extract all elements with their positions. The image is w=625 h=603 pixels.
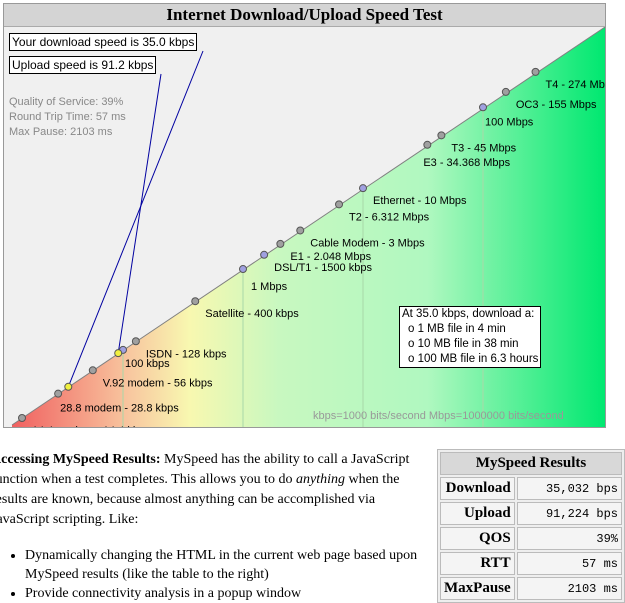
speed-point-label: T4 - 274 Mbps xyxy=(546,79,605,91)
row-key: RTT xyxy=(440,552,515,575)
speed-point xyxy=(131,337,140,346)
results-table: MySpeed Results Download 35,032 bps Uploa… xyxy=(437,449,625,603)
table-row: MaxPause 2103 ms xyxy=(440,577,622,600)
row-value: 91,224 bps xyxy=(516,502,622,525)
speed-point xyxy=(88,366,97,375)
speed-point xyxy=(479,103,487,112)
upload-speed-box: Upload speed is 91.2 kbps xyxy=(9,56,157,74)
stats: Quality of Service: 39% Round Trip Time:… xyxy=(9,95,126,140)
row-key: Upload xyxy=(440,502,515,525)
list-item: Provide connectivity analysis in a popup… xyxy=(25,584,431,603)
download-time-item: o 10 MB file in 38 min xyxy=(408,338,519,350)
speed-point xyxy=(296,226,305,235)
speed-point xyxy=(531,67,540,76)
speed-point-label: E3 - 34.368 Mbps xyxy=(423,157,510,169)
speed-point-label: Ethernet - 10 Mbps xyxy=(373,195,467,207)
speed-point-label: ISDN - 128 kbps xyxy=(146,348,227,360)
row-value: 39% xyxy=(516,527,622,550)
speed-point-label: 1 Mbps xyxy=(251,281,288,293)
download-speed-box: Your download speed is 35.0 kbps xyxy=(9,33,198,51)
download-time-box: At 35.0 kbps, download a: o 1 MB file in… xyxy=(399,306,542,368)
row-value: 35,032 bps xyxy=(516,477,622,500)
description-heading: Accessing MySpeed Results: xyxy=(0,452,161,467)
speed-point-label: Satellite - 400 kbps xyxy=(205,308,299,320)
description-paragraph: Accessing MySpeed Results: MySpeed has t… xyxy=(0,450,431,530)
speed-point-label: V.92 modem - 56 kbps xyxy=(103,377,213,389)
table-row: RTT 57 ms xyxy=(440,552,622,575)
rtt-stat: Round Trip Time: 57 ms xyxy=(9,111,126,123)
row-key: QOS xyxy=(440,527,515,550)
speed-point xyxy=(276,239,285,248)
speed-point-label: 100 Mbps xyxy=(485,116,534,128)
units-note: kbps=1000 bits/second Mbps=1000000 bits/… xyxy=(313,410,564,422)
speed-point-label: T2 - 6.312 Mbps xyxy=(349,211,430,223)
text-part: MySpeed has the ability to call a JavaSc… xyxy=(0,452,410,487)
speed-point xyxy=(239,265,247,274)
table-row: Upload 91,224 bps xyxy=(440,502,622,525)
speed-point-label: 100 kbps xyxy=(125,358,170,370)
speed-point-label: 28.8 modem - 28.8 kbps xyxy=(60,403,179,415)
results-title: MySpeed Results xyxy=(440,452,622,475)
upload-point xyxy=(114,349,123,358)
speed-point xyxy=(359,184,367,193)
speed-point xyxy=(501,87,510,96)
speed-point xyxy=(423,140,432,149)
download-point xyxy=(64,382,73,391)
qos-stat: Quality of Service: 39% xyxy=(9,96,124,108)
download-time-item: o 100 MB file in 6.3 hours xyxy=(408,353,539,365)
speed-point xyxy=(18,413,27,422)
row-value: 2103 ms xyxy=(516,577,622,600)
speed-point xyxy=(335,200,344,209)
speed-point xyxy=(54,389,63,398)
text-emphasis: anything xyxy=(295,472,345,487)
speed-point xyxy=(191,297,200,306)
speed-point-label: 14.4 modem - 14.4 kbps xyxy=(32,425,151,427)
speed-point-label: OC3 - 155 Mbps xyxy=(516,99,597,111)
table-row: QOS 39% xyxy=(440,527,622,550)
speed-point xyxy=(260,250,269,259)
speed-test-chart: 14.4 modem - 14.4 kbps 28.8 modem - 28.8 … xyxy=(3,3,606,428)
max-pause-stat: Max Pause: 2103 ms xyxy=(9,126,113,138)
description: Accessing MySpeed Results: MySpeed has t… xyxy=(0,450,431,603)
row-key: MaxPause xyxy=(440,577,515,600)
chart-title: Internet Download/Upload Speed Test xyxy=(4,4,605,27)
feature-list: Dynamically changing the HTML in the cur… xyxy=(0,546,431,603)
download-time-item: o 1 MB file in 4 min xyxy=(408,323,506,335)
row-key: Download xyxy=(440,477,515,500)
speed-point-label: E1 - 2.048 Mbps xyxy=(290,251,371,263)
speed-point-label: DSL/T1 - 1500 kbps xyxy=(274,262,372,274)
table-row: Download 35,032 bps xyxy=(440,477,622,500)
row-value: 57 ms xyxy=(516,552,622,575)
download-pointer-line xyxy=(67,50,204,387)
download-time-heading: At 35.0 kbps, download a: xyxy=(402,308,535,320)
text-part: when the results are known, because almo… xyxy=(0,472,400,527)
upload-pointer-line xyxy=(117,73,162,354)
speed-point xyxy=(437,131,446,140)
speed-point-label: Cable Modem - 3 Mbps xyxy=(310,237,425,249)
speed-point-label: T3 - 45 Mbps xyxy=(451,142,516,154)
list-item: Dynamically changing the HTML in the cur… xyxy=(25,546,431,584)
